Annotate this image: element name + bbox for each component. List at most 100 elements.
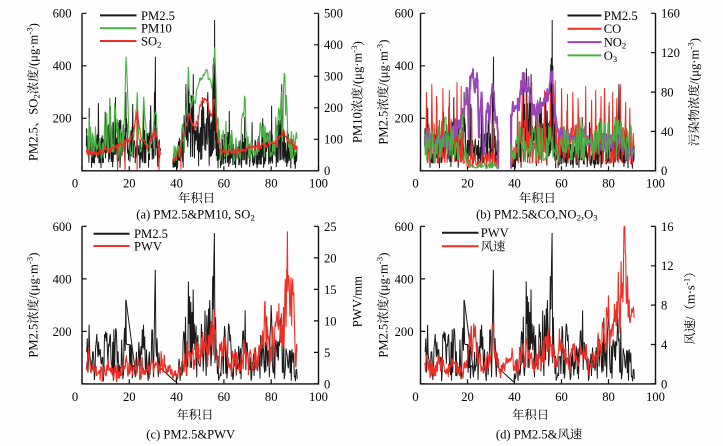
svg-text:0: 0 xyxy=(412,176,418,190)
svg-text:40: 40 xyxy=(508,390,521,404)
svg-text:0: 0 xyxy=(324,164,330,178)
svg-text:20: 20 xyxy=(324,251,337,265)
svg-text:PWV: PWV xyxy=(134,239,162,253)
svg-text:/(μg·m: /(μg·m xyxy=(687,49,701,84)
svg-text:200: 200 xyxy=(324,101,343,115)
svg-text:80: 80 xyxy=(265,176,278,190)
svg-text:60: 60 xyxy=(555,390,568,404)
svg-text:400: 400 xyxy=(53,59,72,73)
svg-text:4: 4 xyxy=(661,338,668,352)
svg-text:PM10: PM10 xyxy=(351,112,365,143)
svg-text:CO: CO xyxy=(604,22,622,36)
svg-text:12: 12 xyxy=(661,259,674,273)
svg-text:400: 400 xyxy=(53,272,72,286)
svg-text:PM2.5: PM2.5 xyxy=(377,324,391,358)
svg-text:200: 200 xyxy=(53,112,72,126)
svg-text:-3: -3 xyxy=(25,256,35,264)
svg-text:(a) PM2.5&PM10, SO: (a) PM2.5&PM10, SO xyxy=(136,208,250,222)
svg-text:0: 0 xyxy=(72,176,78,190)
svg-text:15: 15 xyxy=(324,283,337,297)
svg-text:/(μg·m: /(μg·m xyxy=(377,264,391,299)
svg-text:0: 0 xyxy=(72,390,78,404)
svg-text:100: 100 xyxy=(324,133,343,147)
svg-text:PWV/mm: PWV/mm xyxy=(351,276,365,327)
svg-text:m·s: m·s xyxy=(683,285,697,304)
svg-text:160: 160 xyxy=(661,7,680,21)
svg-text:20: 20 xyxy=(123,176,136,190)
svg-text:-3: -3 xyxy=(25,27,35,35)
svg-text:PM2.5: PM2.5 xyxy=(604,9,638,23)
svg-text:300: 300 xyxy=(324,70,343,84)
svg-text:16: 16 xyxy=(661,220,674,234)
svg-text:40: 40 xyxy=(661,125,674,139)
svg-text:,O: ,O xyxy=(581,208,593,222)
svg-text:80: 80 xyxy=(602,390,615,404)
svg-text:2: 2 xyxy=(251,213,255,223)
svg-text:120: 120 xyxy=(661,46,680,60)
svg-text:): ) xyxy=(27,23,41,27)
svg-text:PM10: PM10 xyxy=(141,22,172,36)
svg-text:-1: -1 xyxy=(682,278,692,285)
svg-text:600: 600 xyxy=(395,7,414,21)
svg-text:): ) xyxy=(27,253,41,257)
svg-text:600: 600 xyxy=(53,220,72,234)
svg-text:(d) PM2.5&: (d) PM2.5& xyxy=(496,428,558,442)
svg-text:): ) xyxy=(687,38,701,42)
svg-text:/(μg·m: /(μg·m xyxy=(27,264,41,299)
svg-text:/(μg·m: /(μg·m xyxy=(377,51,391,86)
svg-text:SO: SO xyxy=(141,34,157,48)
svg-text:3: 3 xyxy=(593,213,598,223)
svg-text:80: 80 xyxy=(602,176,615,190)
svg-text:/(μg·m: /(μg·m xyxy=(27,35,41,70)
svg-text:100: 100 xyxy=(309,390,328,404)
svg-text:400: 400 xyxy=(395,59,414,73)
svg-text:-3: -3 xyxy=(375,43,385,51)
svg-text:O: O xyxy=(604,49,613,63)
svg-text:200: 200 xyxy=(395,325,414,339)
svg-text:/(μg·m: /(μg·m xyxy=(351,53,365,88)
svg-text:-3: -3 xyxy=(375,256,385,264)
svg-text:8: 8 xyxy=(661,299,667,313)
svg-text:): ) xyxy=(377,253,391,257)
svg-text:0: 0 xyxy=(412,390,418,404)
svg-text:0: 0 xyxy=(661,164,667,178)
svg-text:2: 2 xyxy=(157,40,161,50)
svg-text:80: 80 xyxy=(265,390,278,404)
svg-text:3: 3 xyxy=(613,54,618,64)
svg-text:200: 200 xyxy=(395,112,414,126)
svg-text:PM2.5: PM2.5 xyxy=(27,127,41,161)
svg-text:): ) xyxy=(377,40,391,44)
svg-text:25: 25 xyxy=(324,220,337,234)
svg-text:20: 20 xyxy=(461,176,474,190)
svg-text:(c) PM2.5&PWV: (c) PM2.5&PWV xyxy=(146,428,235,442)
svg-text:PWV: PWV xyxy=(481,226,509,240)
svg-text:400: 400 xyxy=(324,38,343,52)
svg-text:-3: -3 xyxy=(686,42,696,50)
svg-text:0: 0 xyxy=(324,377,330,391)
svg-text:400: 400 xyxy=(395,272,414,286)
svg-text:100: 100 xyxy=(646,390,665,404)
svg-text:10: 10 xyxy=(324,314,337,328)
svg-text:(b) PM2.5&CO,NO: (b) PM2.5&CO,NO xyxy=(476,208,576,222)
svg-text:PM2.5: PM2.5 xyxy=(134,227,168,241)
svg-text:NO: NO xyxy=(604,36,622,50)
svg-text:0: 0 xyxy=(661,377,667,391)
svg-text:80: 80 xyxy=(661,86,674,100)
svg-text:60: 60 xyxy=(218,390,231,404)
svg-text:600: 600 xyxy=(395,220,414,234)
svg-text:): ) xyxy=(351,41,365,45)
svg-text:2: 2 xyxy=(622,41,626,51)
svg-text:PM2.5: PM2.5 xyxy=(27,324,41,358)
svg-text:600: 600 xyxy=(53,7,72,21)
svg-text:20: 20 xyxy=(123,390,136,404)
svg-text:40: 40 xyxy=(170,390,183,404)
svg-text:PM2.5: PM2.5 xyxy=(141,9,175,23)
svg-text:2: 2 xyxy=(32,94,42,98)
svg-text:60: 60 xyxy=(555,176,568,190)
svg-text:200: 200 xyxy=(53,325,72,339)
svg-text:500: 500 xyxy=(324,7,343,21)
svg-text:40: 40 xyxy=(170,176,183,190)
svg-text:5: 5 xyxy=(324,346,330,360)
svg-text:40: 40 xyxy=(508,176,521,190)
svg-text:20: 20 xyxy=(461,390,474,404)
